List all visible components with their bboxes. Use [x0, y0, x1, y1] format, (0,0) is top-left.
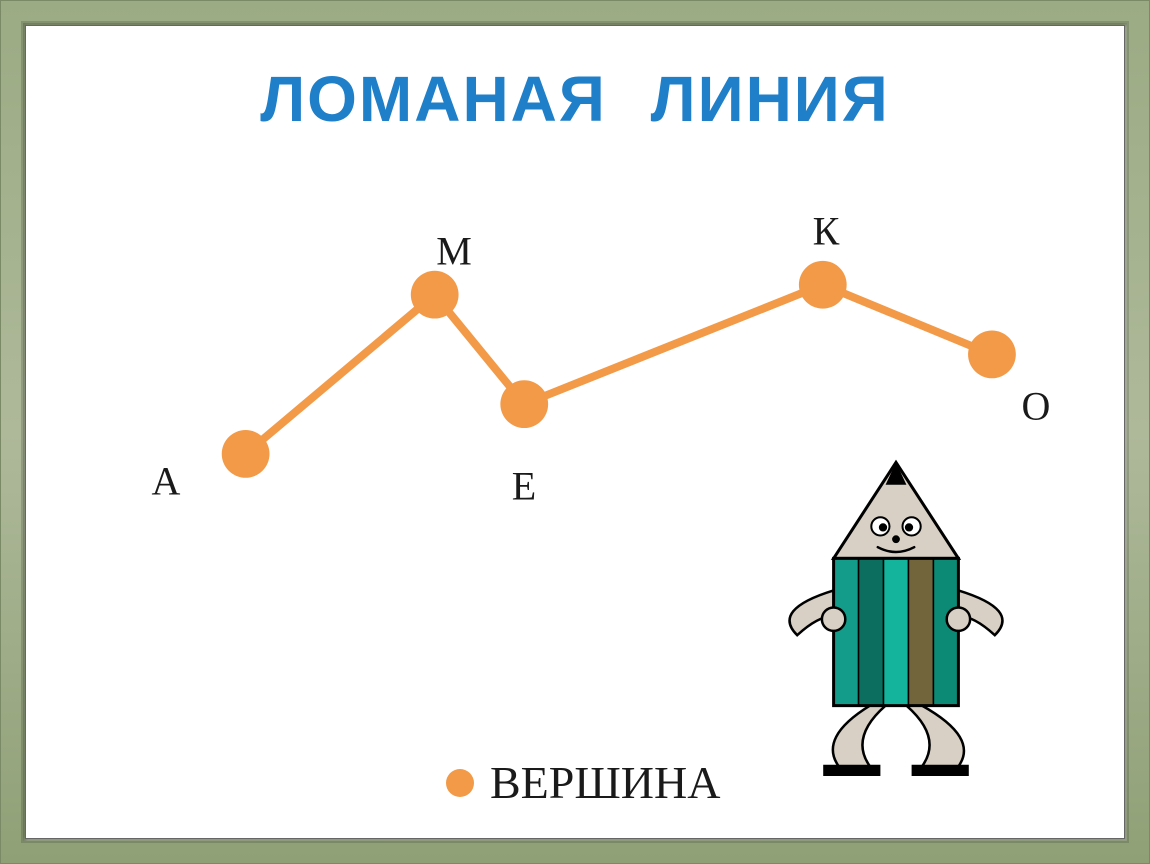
vertex-node	[799, 261, 847, 309]
vertex-label: К	[813, 208, 840, 255]
legend-vertex: ВЕРШИНА	[446, 756, 720, 809]
legend-dot-icon	[446, 769, 474, 797]
vertex-label: О	[1022, 383, 1051, 430]
vertex-node	[222, 430, 270, 478]
vertex-label: М	[436, 228, 472, 275]
vertex-node	[500, 380, 548, 428]
whiteboard-canvas: ЛОМАНАЯ ЛИНИЯ А М Е К О ВЕРШИНА	[25, 25, 1125, 839]
pencil-character-icon	[766, 456, 1026, 776]
vertex-label: А	[152, 458, 181, 505]
polyline-path	[246, 285, 992, 454]
vertex-node	[968, 331, 1016, 379]
legend-label: ВЕРШИНА	[490, 756, 720, 809]
vertex-label: Е	[512, 463, 536, 510]
slide-frame: ЛОМАНАЯ ЛИНИЯ А М Е К О ВЕРШИНА	[0, 0, 1150, 864]
vertex-node	[411, 271, 459, 319]
page-title: ЛОМАНАЯ ЛИНИЯ	[26, 62, 1124, 136]
